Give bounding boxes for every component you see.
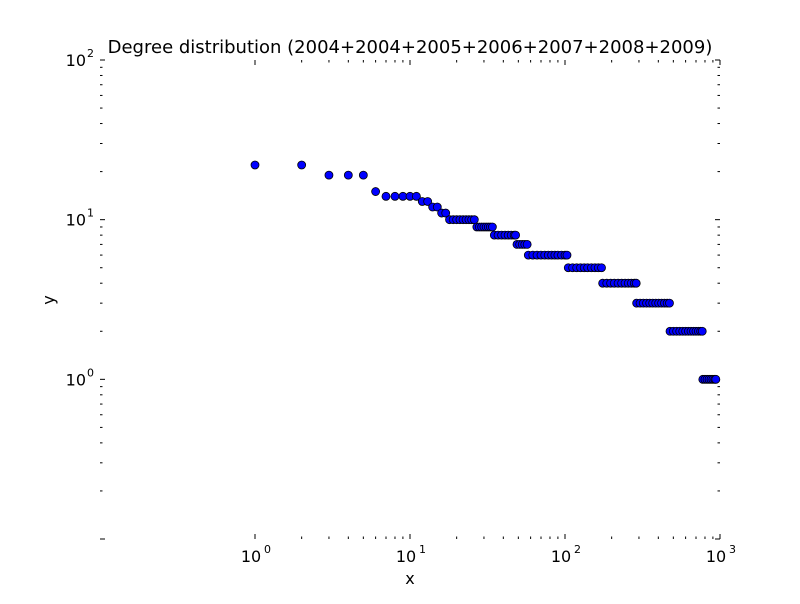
x-tick-label: 10 (396, 547, 416, 566)
x-tick-label-exponent: 1 (419, 543, 426, 556)
data-point (522, 239, 532, 249)
data-point (631, 278, 641, 288)
data-point (371, 187, 381, 196)
x-tick-label: 10 (706, 547, 726, 566)
data-point (511, 230, 520, 240)
axis-ticks (100, 59, 721, 540)
y-tick-label: 10 (66, 370, 86, 389)
data-point (324, 170, 334, 180)
x-tick-label-exponent: 0 (264, 543, 271, 556)
data-point (441, 208, 451, 218)
y-tick-label-exponent: 2 (87, 47, 94, 60)
data-point (665, 298, 674, 308)
data-point (343, 170, 353, 180)
x-axis-label: x (405, 569, 414, 588)
data-points (250, 160, 721, 384)
data-point (390, 191, 400, 201)
data-point (487, 222, 497, 232)
axis-tick-labels: 10 0 10 1 10 2 10 310 010 110 2 (66, 47, 736, 566)
y-axis-label: y (39, 295, 58, 304)
data-point (297, 160, 307, 170)
data-point (412, 191, 421, 201)
x-tick-label-exponent: 2 (574, 543, 581, 556)
data-point (381, 191, 391, 201)
x-tick-label: 10 (551, 547, 571, 566)
data-point (432, 202, 442, 212)
x-tick-label-exponent: 3 (729, 543, 736, 556)
y-tick-label: 10 (66, 51, 86, 70)
data-point (469, 215, 479, 225)
data-point (423, 197, 433, 206)
chart-title: Degree distribution (2004+2004+2005+2006… (108, 37, 713, 58)
y-tick-label: 10 (66, 211, 86, 230)
data-point (711, 374, 721, 384)
y-tick-label-exponent: 0 (87, 366, 94, 379)
data-point (250, 160, 260, 170)
data-point (358, 170, 368, 180)
data-point (597, 263, 606, 273)
data-point (697, 326, 707, 336)
x-tick-label: 10 (241, 547, 261, 566)
y-tick-label-exponent: 1 (87, 207, 94, 220)
data-point (562, 250, 572, 260)
